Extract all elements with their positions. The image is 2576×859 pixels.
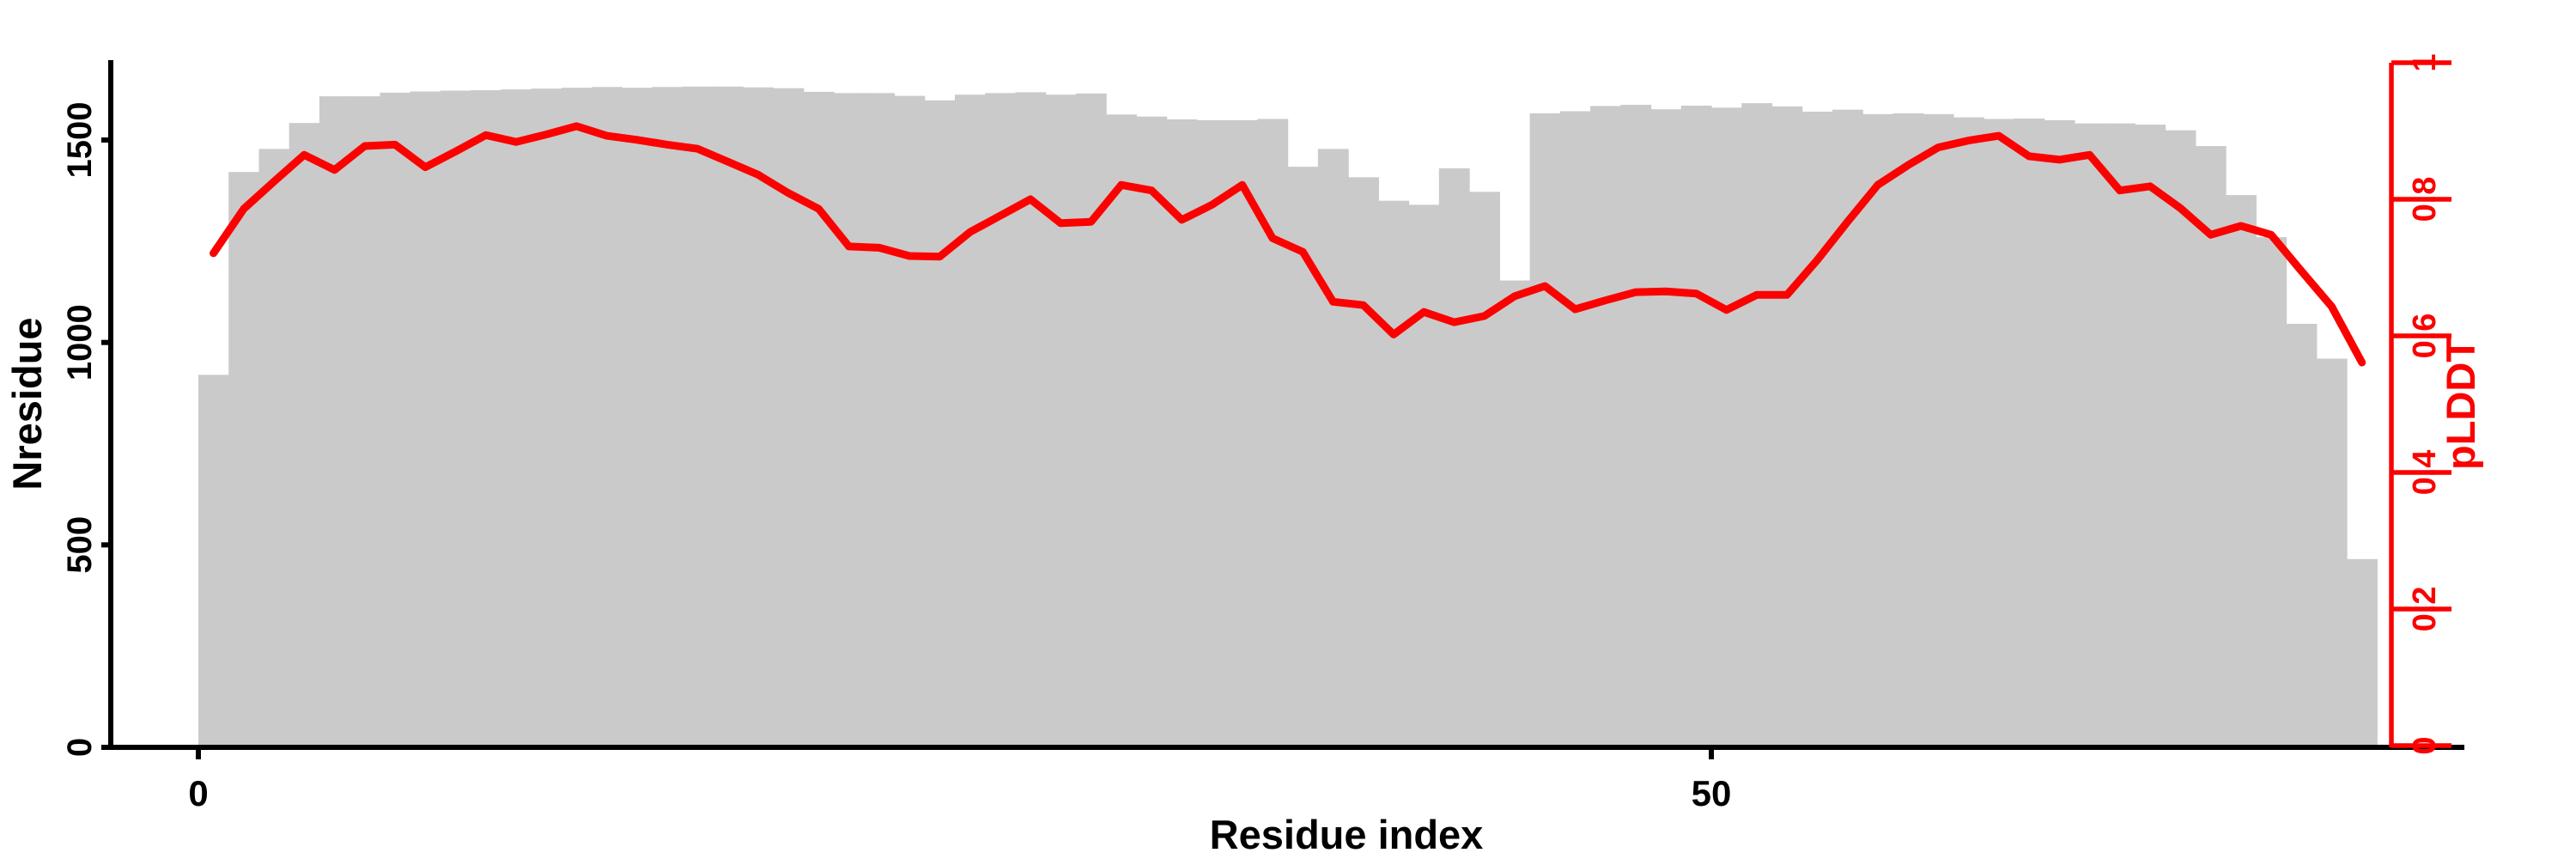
bar [1408,204,1440,747]
bar [955,94,986,747]
right-tick-label: 0.8 [2407,177,2443,222]
bar [1923,113,1954,747]
bar [682,86,714,747]
bar [1045,94,1077,747]
bar [1136,116,1168,747]
bar [440,90,471,747]
bar [1499,280,1531,747]
right-tick-label: 0.6 [2407,314,2443,359]
bar [592,87,623,747]
left-tick-label: 0 [61,738,99,757]
bar [2014,119,2045,747]
left-axis-title: Nresidue [4,317,50,490]
bar [1378,200,1410,747]
bar [1771,106,1803,747]
bar [2044,119,2075,747]
bar [531,88,562,747]
left-tick-label: 500 [61,516,99,574]
bar [1559,111,1591,748]
bar [561,88,592,747]
bar [1438,168,1470,748]
bar [2135,125,2166,748]
right-axis-title: pLDDT [2438,338,2483,470]
bar [1711,107,1742,748]
bar [410,91,441,747]
bar [743,87,775,748]
bar [319,96,350,748]
bar [1953,117,1984,748]
bar [2074,123,2105,747]
bar [289,123,320,747]
right-tick-label: 0.2 [2407,587,2443,632]
bar [803,91,835,747]
bar [1741,103,1773,748]
bar [1075,93,1107,748]
bar [1196,119,1228,747]
bar [258,149,290,747]
bar [713,86,744,747]
left-tick-label: 1000 [61,304,99,381]
bar [1166,119,1198,747]
bar [924,100,956,747]
bar [1862,113,1894,747]
bar [894,95,926,748]
bar [834,93,865,747]
bar [1984,119,2014,748]
bar [622,88,653,747]
left-tick-label: 1500 [61,102,99,179]
bar [2226,195,2257,748]
bar [864,93,896,747]
bar [1015,92,1047,747]
bar [1620,104,1652,748]
bar [1529,113,1561,747]
right-tick-label: 0.4 [2407,450,2443,496]
bar [349,96,381,748]
bar [1680,105,1712,747]
x-axis-title: Residue index [1210,812,1484,857]
bar [2316,358,2348,747]
nresidue-bars [198,86,2378,748]
bar [652,87,683,747]
bar [1227,119,1258,747]
right-tick-label: 0 [2407,736,2443,754]
plddt-line [210,122,2366,367]
bar [1348,177,1379,748]
bar [2256,237,2287,747]
bar [1801,112,1833,747]
bar [2105,123,2136,747]
bar [198,375,229,747]
bar [2286,323,2318,747]
bar [501,89,532,747]
left-axis [101,60,113,750]
right-axis [2389,60,2451,748]
bar [471,90,501,747]
bar [1893,113,1924,747]
bar [2347,558,2378,747]
bar [1469,192,1500,747]
bar [2165,130,2196,747]
bar [380,92,411,748]
bar [1590,106,1621,747]
bar [2195,146,2227,747]
bar [228,172,260,748]
bar [1106,114,1138,747]
x-tick-label: 0 [188,773,208,813]
bar [1650,109,1682,748]
right-tick-label: 1 [2407,53,2443,71]
bar [1317,149,1349,747]
bar [985,93,1017,747]
x-tick-label: 50 [1692,773,1732,813]
bottom-axis [108,745,2464,759]
